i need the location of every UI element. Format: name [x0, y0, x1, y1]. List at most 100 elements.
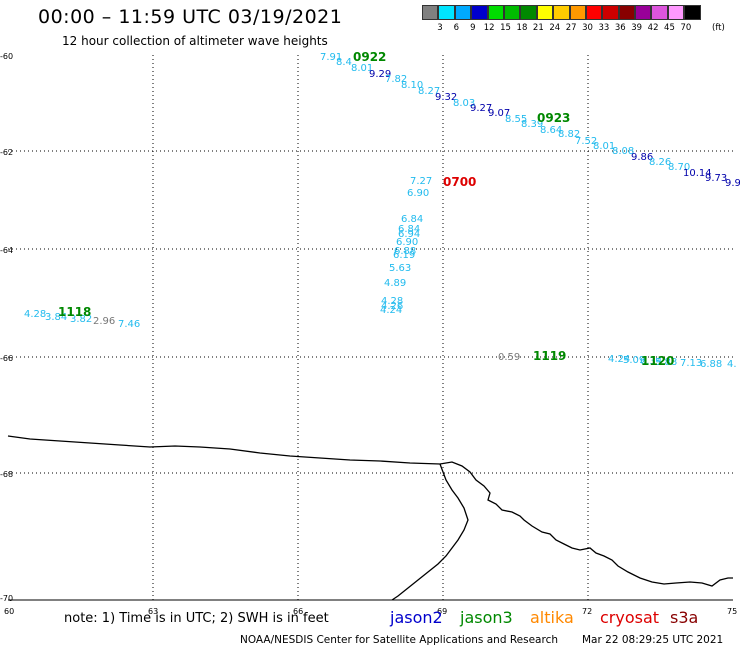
legend-swatch: [422, 5, 439, 20]
wave-height-value: 4.28: [381, 296, 403, 307]
legend-bin: [684, 5, 701, 20]
wave-height-value: 4.26: [381, 301, 403, 312]
wave-height-value: 9.9: [725, 178, 740, 189]
wave-height-value: 8.10: [401, 80, 423, 91]
wave-height-value: 8.4: [336, 57, 352, 68]
legend-bin: 3: [422, 5, 443, 33]
footer-note: note: 1) Time is in UTC; 2) SWH is in fe…: [64, 611, 329, 626]
legend-label: 12: [483, 23, 495, 33]
wave-height-value: 6.84: [398, 224, 420, 235]
legend-swatch: [487, 5, 504, 20]
wave-height-value: 9.32: [435, 92, 457, 103]
legend-swatch: [569, 5, 586, 20]
pass-time-label: 0700: [443, 175, 476, 189]
legend-swatch: [585, 5, 603, 20]
legend-bin: 36: [602, 5, 626, 33]
wave-height-value: 6.34: [640, 356, 662, 367]
lon-label: 75: [727, 607, 737, 616]
legend-swatch: [618, 5, 636, 20]
legend-unit: (ft): [712, 23, 725, 33]
lon-label: 66: [293, 607, 303, 616]
wave-height-value: 4.89: [384, 278, 406, 289]
wave-height-value: 7.91: [320, 52, 342, 63]
wave-height-value: 6.84: [401, 214, 423, 225]
lat-label: -64: [0, 246, 13, 255]
wave-height-value: 8.64: [540, 125, 562, 136]
wave-height-value: 8.82: [558, 129, 580, 140]
legend-label: 3: [437, 23, 443, 33]
wave-height-value: 8.39: [521, 119, 543, 130]
wave-height-value: 6.19: [393, 250, 415, 261]
legend-swatch: [602, 5, 619, 20]
wave-height-value: 5.63: [389, 263, 411, 274]
legend-swatch: [520, 5, 537, 20]
legend-bin: 18: [503, 5, 527, 33]
legend-bin: 42: [635, 5, 658, 33]
wave-height-value: 9.86: [631, 152, 653, 163]
wave-height-value: 8.70: [668, 162, 690, 173]
wave-height-value: 9.27: [470, 103, 492, 114]
wave-height-value: 5.88: [655, 357, 677, 368]
legend-swatch: [454, 5, 472, 20]
wave-height-value: 3.82: [70, 314, 92, 325]
legend-swatch: [536, 5, 554, 20]
wave-height-value: 8.03: [453, 98, 475, 109]
wave-height-value: 4.24: [380, 305, 402, 316]
graticule: [8, 55, 733, 600]
lon-label: 63: [148, 607, 158, 616]
wave-height-value: 7.13: [680, 358, 702, 369]
legend-bin: 12: [471, 5, 495, 33]
legend-swatch: [684, 5, 701, 20]
legend-swatch: [438, 5, 455, 20]
legend-label: 36: [614, 23, 626, 33]
legend-label: 6: [453, 23, 460, 33]
legend-swatch: [503, 5, 521, 20]
legend-label: 21: [532, 23, 544, 33]
lat-label: -66: [0, 354, 13, 363]
lat-label: -60: [0, 52, 13, 61]
satellite-jason2: jason2: [390, 608, 443, 627]
legend-swatch: [667, 5, 685, 20]
wave-height-value: 6.88: [394, 246, 416, 257]
wave-height-value: 6.88: [700, 359, 722, 370]
pass-time-label: 0922: [353, 50, 386, 64]
wave-height-value: 5.09: [623, 355, 645, 366]
satellite-cryosat: cryosat: [600, 608, 660, 627]
legend-bin: 30: [569, 5, 593, 33]
color-legend: 3 6 9 12 15 18 21 24 27 30 33 36 39 42 45 70: [422, 5, 701, 33]
pass-time-label: 1120: [641, 354, 674, 368]
map-title: 00:00 – 11:59 UTC 03/19/2021: [38, 6, 343, 28]
wave-height-value: 3.84: [45, 312, 67, 323]
antarctic-coastline: [7, 435, 733, 587]
wave-height-value: 4.: [727, 359, 737, 370]
wave-height-value: 4.24: [608, 354, 630, 365]
wave-height-value: 10.14: [683, 168, 712, 179]
wave-height-value: 4.28: [24, 309, 46, 320]
credit-line: NOAA/NESDIS Center for Satellite Applica…: [240, 634, 558, 646]
legend-bin: 27: [553, 5, 577, 33]
satellite-jason3: jason3: [460, 608, 513, 627]
pass-time-label: 0923: [537, 111, 570, 125]
legend-bin: 9: [454, 5, 475, 33]
lon-label: 60: [4, 607, 14, 616]
latitude-labels: -60 -62 -64 -66 -68 -70: [0, 52, 13, 603]
legend-bin: 45: [651, 5, 675, 33]
wave-height-value: 7.82: [385, 74, 407, 85]
wave-height-value: 8.55: [505, 114, 527, 125]
legend-bin: 70: [667, 5, 691, 33]
legend-swatch: [635, 5, 652, 20]
legend-label: 39: [631, 23, 643, 33]
generation-timestamp: Mar 22 08:29:25 UTC 2021: [582, 634, 724, 646]
legend-bin: 39: [618, 5, 642, 33]
legend-label: 9: [470, 23, 476, 33]
legend-bin: 21: [520, 5, 544, 33]
wave-height-value: 8.26: [649, 157, 671, 168]
legend-swatch: [471, 5, 488, 20]
legend-bin: 6: [438, 5, 459, 33]
wave-height-value: 8.27: [418, 86, 440, 97]
legend-bin: 33: [585, 5, 609, 33]
wave-height-value: 8.08: [612, 146, 634, 157]
satellite-s3a: s3a: [670, 608, 699, 627]
wave-height-value: 6.94: [398, 229, 420, 240]
